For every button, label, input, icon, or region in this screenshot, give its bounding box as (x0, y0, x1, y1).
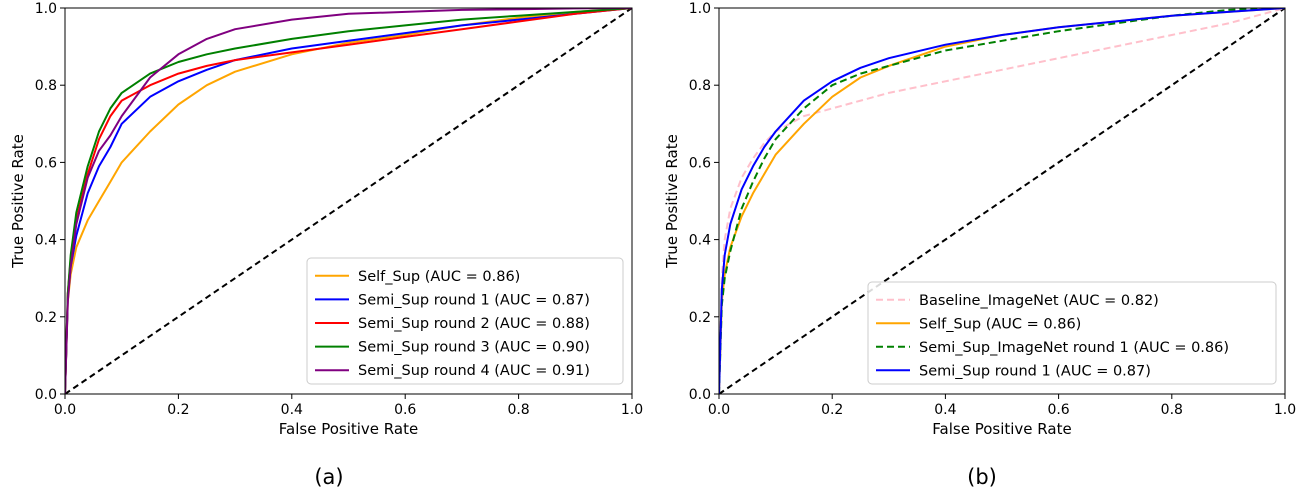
plot-frame (64, 7, 633, 395)
x-tick-label: 1.0 (621, 402, 643, 418)
legend-box (867, 281, 1277, 385)
y-tick-label: 0.0 (35, 387, 57, 403)
legend-entry-label: Baseline_ImageNet (AUC = 0.82) (919, 293, 1159, 309)
y-tick-label: 0.2 (35, 310, 57, 326)
panel-label: (b) (967, 465, 997, 489)
roc-series-line-4 (65, 8, 632, 394)
x-tick-label: 0.6 (1047, 402, 1069, 418)
y-tick-label: 1.0 (689, 1, 711, 17)
x-tick-label: 0.0 (54, 402, 76, 418)
legend-entry-label: Semi_Sup round 2 (AUC = 0.88) (358, 316, 590, 332)
roc-series-line-5 (65, 8, 632, 394)
y-tick-label: 1.0 (35, 1, 57, 17)
y-tick-label: 0.2 (689, 310, 711, 326)
x-tick-label: 0.8 (1161, 402, 1183, 418)
x-tick-label: 0.4 (934, 402, 956, 418)
chance-diagonal-line (719, 8, 1285, 394)
x-tick-label: 1.0 (1274, 402, 1296, 418)
y-axis-label: True Positive Rate (9, 134, 27, 269)
y-tick-label: 0.6 (689, 155, 711, 171)
roc-chart-a: 0.0 0.2 0.4 0.6 0.8 1.0 0.0 0.2 0.4 0.6 0.8 1.0 Fals… (9, 1, 643, 489)
panel-label: (a) (314, 465, 343, 489)
x-axis-label: False Positive Rate (279, 420, 418, 438)
y-tick-label: 0.4 (35, 233, 57, 249)
x-tick-label: 0.6 (394, 402, 416, 418)
x-tick-label: 0.4 (281, 402, 303, 418)
y-tick-label: 0.8 (35, 78, 57, 94)
roc-series-line-3 (719, 8, 1285, 394)
legend: Baseline_ImageNet (AUC = 0.82) Self_Sup (… (867, 281, 1277, 385)
chance-diagonal-line (65, 8, 632, 394)
y-tick-label: 0.6 (35, 155, 57, 171)
legend-entry-label: Semi_Sup_ImageNet round 1 (AUC = 0.86) (919, 340, 1229, 356)
y-axis-label: True Positive Rate (663, 134, 681, 269)
y-tick-label: 0.4 (689, 233, 711, 249)
y-tick-label: 0.8 (689, 78, 711, 94)
roc-series-line-4 (719, 8, 1285, 394)
x-tick-label: 0.2 (167, 402, 189, 418)
legend-entry-label: Self_Sup (AUC = 0.86) (919, 316, 1081, 332)
y-tick-label: 0.0 (689, 387, 711, 403)
roc-series-line-2 (65, 8, 632, 394)
x-tick-label: 0.2 (821, 402, 843, 418)
legend-entry-label: Self_Sup (AUC = 0.86) (358, 269, 520, 285)
roc-chart-b: 0.0 0.2 0.4 0.6 0.8 1.0 0.0 0.2 0.4 0.6 0.8 1.0 Fals… (663, 1, 1296, 489)
x-tick-label: 0.0 (708, 402, 730, 418)
x-tick-label: 0.8 (507, 402, 529, 418)
legend-entry-label: Semi_Sup round 3 (AUC = 0.90) (358, 340, 590, 356)
legend-entry-label: Semi_Sup round 4 (AUC = 0.91) (358, 363, 590, 379)
legend-entry-label: Semi_Sup round 1 (AUC = 0.87) (919, 363, 1151, 379)
legend-entry-label: Semi_Sup round 1 (AUC = 0.87) (358, 292, 590, 308)
x-axis-label: False Positive Rate (932, 420, 1071, 438)
roc-series-line-1 (719, 8, 1285, 394)
legend: Self_Sup (AUC = 0.86) Semi_Sup round 1 (A… (306, 257, 624, 385)
legend-box (306, 257, 624, 385)
plot-frame (718, 7, 1286, 395)
